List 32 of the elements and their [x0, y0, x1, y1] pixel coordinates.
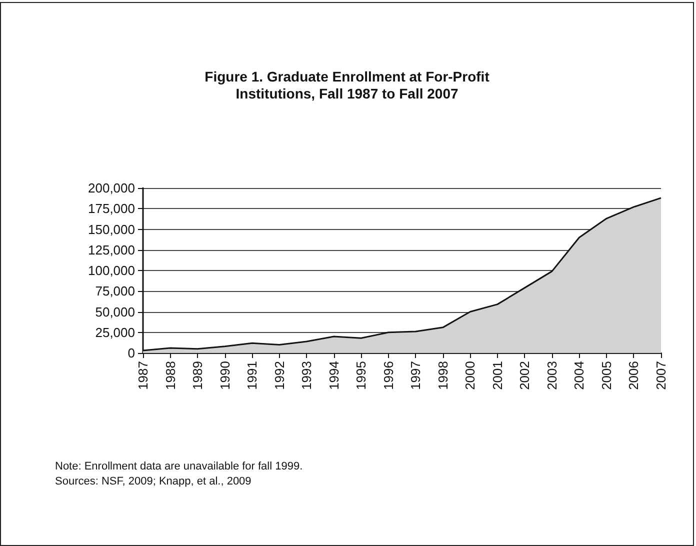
x-tick-label: 1998	[435, 361, 450, 390]
x-tick-label: 1994	[326, 361, 342, 390]
x-tick-label: 1993	[299, 361, 314, 390]
source-note: Sources: NSF, 2009; Knapp, et al., 2009	[55, 476, 252, 488]
x-tick-label: 1995	[354, 361, 369, 390]
y-tick-label: 75,000	[95, 284, 135, 299]
y-tick-label: 100,000	[88, 263, 135, 278]
y-tick-label: 150,000	[88, 222, 135, 237]
x-tick-label: 2004	[572, 361, 587, 390]
x-tick-label: 1992	[272, 361, 287, 390]
text: Note: Enrollment data are unavailable for fall 1999.	[55, 460, 303, 472]
x-tick-label: 2006	[626, 361, 642, 390]
y-tick-label: 25,000	[95, 324, 135, 340]
y-tick-label: 200,000	[88, 180, 135, 196]
x-tick-label: 1991	[244, 361, 260, 390]
x-tick-label: 1988	[162, 361, 178, 390]
x-tick-label: 1997	[408, 361, 424, 390]
chart-title: Figure 1. Graduate Enrollment at For-Profit Institutions, Fall 1987 to Fall 2007	[204, 68, 490, 102]
x-tick-label: 2002	[517, 361, 532, 390]
x-tick-label: 1987	[136, 361, 150, 390]
x-tick-label: 2001	[490, 361, 505, 390]
x-tick-label: 2003	[544, 361, 560, 390]
x-tick-label: 1996	[380, 361, 396, 390]
x-tick-label: 2005	[598, 361, 614, 390]
x-tick-label: 1990	[217, 361, 232, 390]
x-tick-label: 2007	[654, 361, 668, 390]
y-tick-label: 50,000	[95, 304, 135, 320]
x-tick-label: 2000	[462, 361, 478, 390]
x-tick-label: 1989	[190, 361, 206, 390]
y-tick-label: 175,000	[88, 201, 135, 216]
y-tick-label: 0	[128, 346, 135, 360]
y-tick-label: 125,000	[88, 242, 135, 258]
